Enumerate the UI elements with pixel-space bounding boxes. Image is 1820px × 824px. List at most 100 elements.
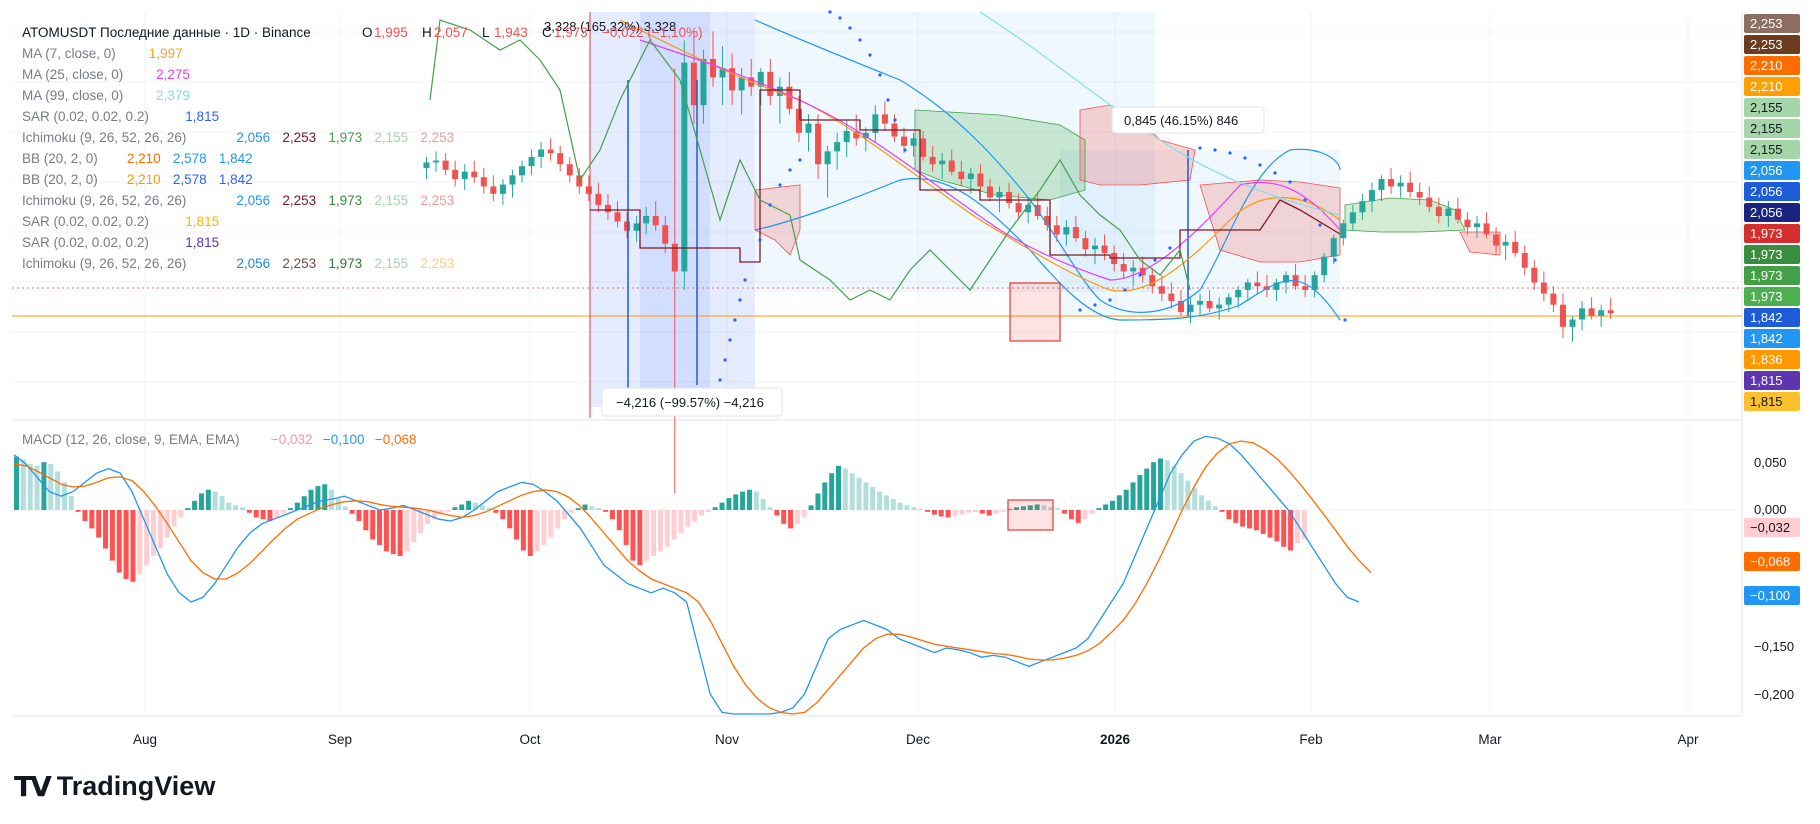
macd-label-bg — [1744, 518, 1800, 537]
macd-histogram-bar — [1157, 458, 1163, 510]
macd-histogram-bar — [671, 510, 677, 540]
macd-histogram-bar — [1027, 505, 1033, 510]
sar-dot — [743, 278, 747, 282]
chart-svg[interactable]: 0,845 (46.15%) 846 −4,216 (−99.57%) −4,21… — [0, 0, 1820, 760]
price-label-text: 2,056 — [1750, 184, 1783, 199]
macd-label-text: −0,032 — [1750, 520, 1790, 535]
sar-dot — [1153, 258, 1157, 262]
candle-body — [958, 171, 965, 180]
macd-group: MACD (12, 26, close, 9, EMA, EMA) −0,032−… — [12, 432, 1800, 715]
macd-histogram-bar — [973, 510, 978, 512]
macd-histogram-bar — [1253, 510, 1259, 531]
macd-histogram-bar — [856, 477, 862, 510]
macd-histogram-bar — [685, 510, 691, 527]
macd-histogram-bar — [425, 510, 430, 524]
macd-histogram-bar — [205, 489, 211, 510]
macd-histogram-bar — [89, 510, 95, 529]
price-label-bg — [1744, 350, 1800, 369]
macd-histogram-bar — [822, 482, 828, 510]
tradingview-logo-icon: TV — [14, 770, 52, 803]
candle-body — [1598, 310, 1605, 316]
macd-histogram-bar — [712, 507, 718, 510]
macd-histogram-bar — [548, 510, 554, 538]
price-label-bg — [1744, 182, 1800, 201]
candle-body — [604, 204, 611, 213]
macd-histogram-bar — [1116, 495, 1122, 510]
sar-dot — [1243, 156, 1247, 160]
sar-dot — [723, 358, 727, 362]
macd-histogram-bar — [1267, 510, 1273, 538]
sar-dot — [858, 38, 862, 42]
candle-body — [1273, 282, 1280, 290]
macd-histogram-bar — [788, 510, 794, 529]
macd-line — [13, 435, 1360, 715]
legend-name: SAR (0.02, 0.02, 0.2) — [22, 214, 149, 229]
ohlc-value-l: 1,943 — [494, 25, 528, 40]
tradingview-logo[interactable]: TV TradingView — [14, 770, 215, 803]
sar-dot — [1273, 171, 1277, 175]
ma-cyan — [979, 11, 1341, 216]
macd-histogram-bar — [808, 505, 814, 510]
price-label-text: 2,155 — [1750, 142, 1783, 157]
legend-name: Ichimoku (9, 26, 52, 26, 26) — [22, 130, 186, 145]
sar-group — [718, 10, 1347, 382]
macd-histogram-bar — [452, 507, 458, 510]
macd-histogram-bar — [623, 510, 629, 545]
macd-histogram-bar — [109, 510, 115, 561]
legend-value: 2,253 — [282, 193, 316, 208]
candle-body — [433, 160, 440, 163]
macd-histogram-bar — [14, 456, 19, 510]
macd-histogram-bar — [226, 502, 232, 510]
ohlc-key-c: C — [542, 25, 552, 40]
price-label-bg — [1744, 224, 1800, 243]
candle-body — [1216, 304, 1223, 309]
macd-histogram-bar — [1281, 510, 1287, 547]
sar-dot — [798, 158, 802, 162]
candle-body — [1569, 319, 1576, 327]
candle-body — [1559, 304, 1566, 327]
macd-histogram-bar — [233, 505, 239, 510]
candle-body — [452, 169, 459, 180]
measure-label-top: 3,328 (165,32%) 3,328 — [544, 19, 676, 34]
macd-label-bg — [1744, 586, 1800, 605]
candle-body — [1445, 208, 1452, 216]
macd-histogram-bar — [466, 500, 472, 510]
price-label-bg — [1744, 161, 1800, 180]
measure-label-box — [1111, 106, 1265, 134]
candle-body — [805, 123, 812, 133]
macd-histogram-bar — [1020, 506, 1026, 510]
price-label-text: 1,842 — [1750, 310, 1783, 325]
candle-body — [1120, 264, 1127, 272]
candle-body — [1044, 216, 1051, 226]
macd-histogram-bar — [993, 510, 999, 514]
macd-histogram-bar — [925, 510, 931, 512]
macd-signal-line — [13, 440, 1372, 715]
macd-histogram-bar — [103, 510, 109, 549]
sar-dot — [778, 183, 782, 187]
tradingview-logo-text: TradingView — [56, 771, 216, 801]
macd-histogram-bar — [979, 510, 985, 514]
macd-title: MACD (12, 26, close, 9, EMA, EMA) — [22, 432, 240, 447]
macd-histogram-bar — [1110, 500, 1115, 510]
macd-histogram-bar — [363, 510, 369, 531]
time-axis-tick: Oct — [519, 732, 540, 747]
macd-histogram-bar — [1014, 507, 1020, 510]
sar-dot — [1228, 151, 1232, 155]
macd-histogram-bar — [911, 507, 917, 510]
macd-histogram-bar — [863, 482, 869, 510]
sar-dot — [1198, 146, 1202, 150]
macd-histogram-bar — [1082, 510, 1088, 520]
macd-histogram-bar — [20, 459, 26, 510]
measure-label-bottom: −4,216 (−99.57%) −4,216 — [616, 395, 764, 410]
macd-histogram-bar — [356, 510, 362, 522]
ohlc-key-h: H — [422, 25, 432, 40]
candle-body — [480, 177, 487, 187]
candle-body — [547, 149, 554, 154]
price-label-text: 2,155 — [1750, 100, 1783, 115]
sar-dot — [893, 118, 897, 122]
macd-histogram-bar — [472, 502, 478, 510]
legend-value: 2,155 — [374, 130, 408, 145]
sar-dot — [1138, 273, 1142, 277]
bb-fill-shade-2 — [1060, 150, 1340, 320]
